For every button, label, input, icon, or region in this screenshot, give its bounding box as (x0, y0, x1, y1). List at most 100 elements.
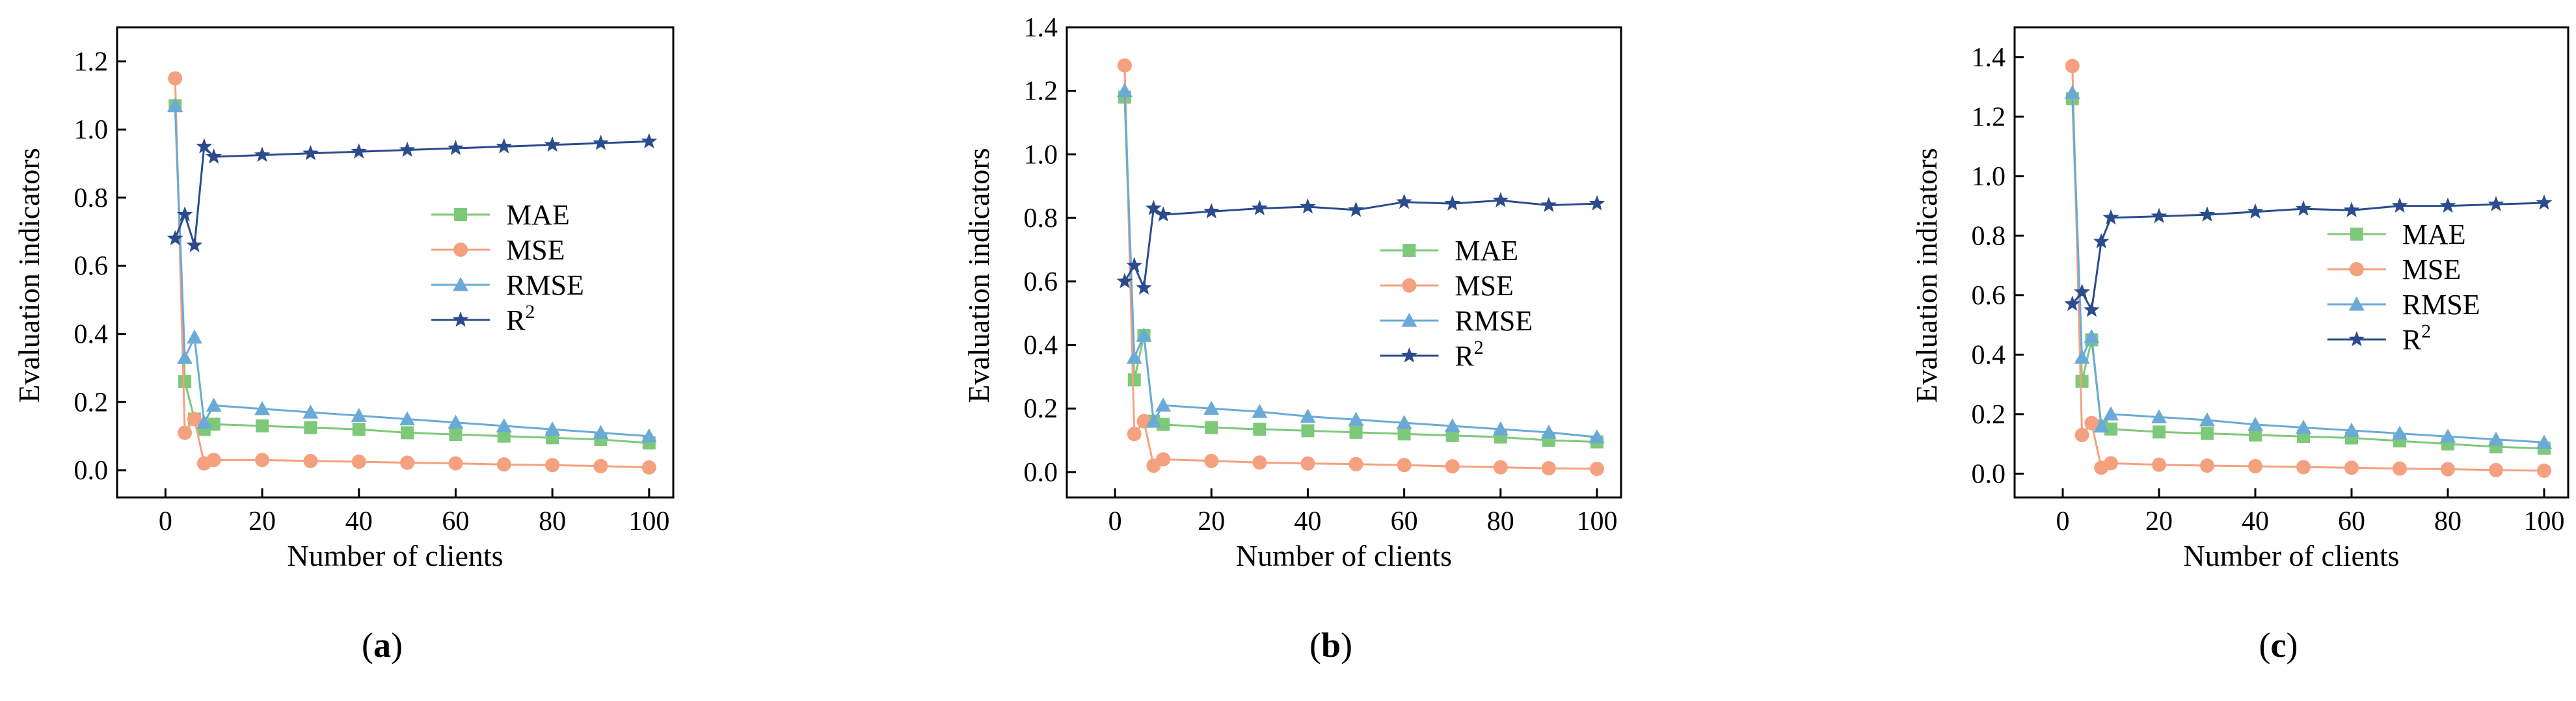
data-point-rmse (2199, 412, 2215, 427)
data-point-mse (1117, 58, 1132, 73)
legend-marker-r2 (452, 311, 469, 327)
data-point-mae (256, 419, 269, 432)
data-point-rmse (2103, 406, 2119, 421)
data-point-rmse (1348, 412, 1364, 426)
x-tick-label: 20 (1198, 507, 1225, 536)
x-axis-label: Number of clients (2183, 539, 2399, 572)
data-point-r2 (2093, 233, 2110, 248)
data-point-r2 (196, 138, 213, 153)
y-axis-label: Evaluation indicators (962, 148, 995, 403)
y-tick-label: 0.2 (1024, 394, 1058, 424)
data-point-r2 (176, 206, 193, 222)
x-tick-label: 80 (539, 507, 566, 536)
data-point-mae (1127, 373, 1141, 387)
series-mae (1118, 90, 1603, 449)
data-point-mse (206, 453, 221, 468)
data-point-mse (2065, 59, 2080, 73)
data-point-mae (1397, 427, 1411, 441)
data-point-mse (2152, 457, 2166, 472)
data-point-r2 (544, 136, 561, 152)
legend-label-mae: MAE (2402, 218, 2466, 250)
y-tick-label: 1.0 (1972, 162, 2006, 192)
y-tick-label: 1.0 (74, 115, 109, 145)
chart-panel-3: 0.0 0.2 0.4 0.6 0.8 1.0 1.2 1.4 0 20 40 60 80 100 Numb… (1910, 26, 2569, 665)
legend-marker-mae (1402, 244, 1416, 257)
data-point-rmse (2084, 328, 2100, 343)
data-point-r2 (1492, 192, 1509, 207)
legend-marker-rmse (2348, 297, 2365, 311)
data-point-r2 (351, 143, 368, 159)
data-point-r2 (496, 138, 513, 153)
y-tick-label: 1.2 (74, 47, 109, 77)
data-point-r2 (1203, 203, 1220, 218)
data-point-mse (400, 455, 415, 470)
series-line-rmse (174, 105, 649, 438)
panel-label: (c) (2259, 626, 2298, 665)
data-point-rmse (399, 411, 416, 426)
series-mse (1117, 58, 1604, 477)
x-axis-label: Number of clients (1236, 539, 1452, 572)
panel-label: (b) (1309, 626, 1352, 665)
data-point-rmse (167, 98, 183, 112)
data-point-rmse (2247, 416, 2263, 431)
data-point-r2 (186, 237, 203, 252)
series-line-rmse (2071, 92, 2545, 443)
data-point-rmse (2440, 429, 2456, 443)
data-point-rmse (2392, 425, 2408, 440)
data-point-r2 (1126, 257, 1143, 272)
data-point-mse (187, 412, 202, 427)
legend-marker-r2 (1401, 347, 1417, 363)
data-point-r2 (254, 146, 271, 162)
data-point-r2 (399, 141, 416, 157)
data-point-mae (1349, 425, 1363, 439)
x-tick-label: 60 (1391, 507, 1418, 536)
data-point-rmse (2074, 349, 2090, 364)
data-point-mae (1301, 424, 1315, 438)
data-point-mse (255, 453, 270, 468)
data-point-rmse (1146, 413, 1162, 428)
x-axis-label: Number of clients (287, 539, 503, 572)
data-point-rmse (2296, 419, 2311, 434)
data-point-mse (1204, 453, 1219, 468)
data-point-rmse (593, 425, 609, 440)
y-tick-label: 0.8 (1972, 221, 2006, 251)
data-point-mae (1445, 429, 1459, 442)
x-tick-label: 80 (1487, 507, 1514, 536)
data-point-r2 (2439, 197, 2456, 213)
data-point-mse (1589, 462, 1604, 477)
data-point-r2 (2295, 200, 2312, 216)
data-point-mae (497, 429, 511, 443)
series-rmse (1116, 83, 1605, 443)
data-point-rmse (2093, 418, 2110, 432)
x-tick-label: 20 (2145, 507, 2173, 536)
legend-label-mse: MSE (506, 234, 565, 266)
data-point-r2 (641, 133, 658, 148)
data-point-mse (1445, 459, 1460, 474)
data-point-r2 (2102, 209, 2119, 225)
y-tick-label: 1.4 (1972, 43, 2006, 73)
data-point-rmse (1126, 350, 1142, 364)
data-point-mse (1300, 456, 1315, 471)
data-point-rmse (1589, 429, 1605, 443)
data-point-r2 (2247, 203, 2264, 219)
plot-frame (2013, 26, 2569, 499)
data-point-mae (352, 423, 366, 436)
series-line-rmse (1123, 90, 1598, 438)
data-point-r2 (1348, 201, 1364, 217)
data-point-r2 (1252, 200, 1268, 215)
data-point-mse (545, 458, 560, 473)
data-point-mse (2248, 458, 2262, 473)
data-point-r2 (1116, 272, 1133, 289)
data-point-r2 (206, 148, 222, 164)
data-point-mse (303, 453, 318, 468)
data-point-rmse (186, 329, 202, 344)
legend-marker-mse (2349, 262, 2364, 276)
series-r2 (1116, 192, 1605, 295)
x-tick-label: 100 (628, 507, 669, 536)
data-point-r2 (167, 230, 183, 246)
data-point-rmse (1155, 397, 1172, 412)
y-tick-label: 0.0 (74, 456, 109, 486)
data-point-mae (1157, 417, 1170, 431)
